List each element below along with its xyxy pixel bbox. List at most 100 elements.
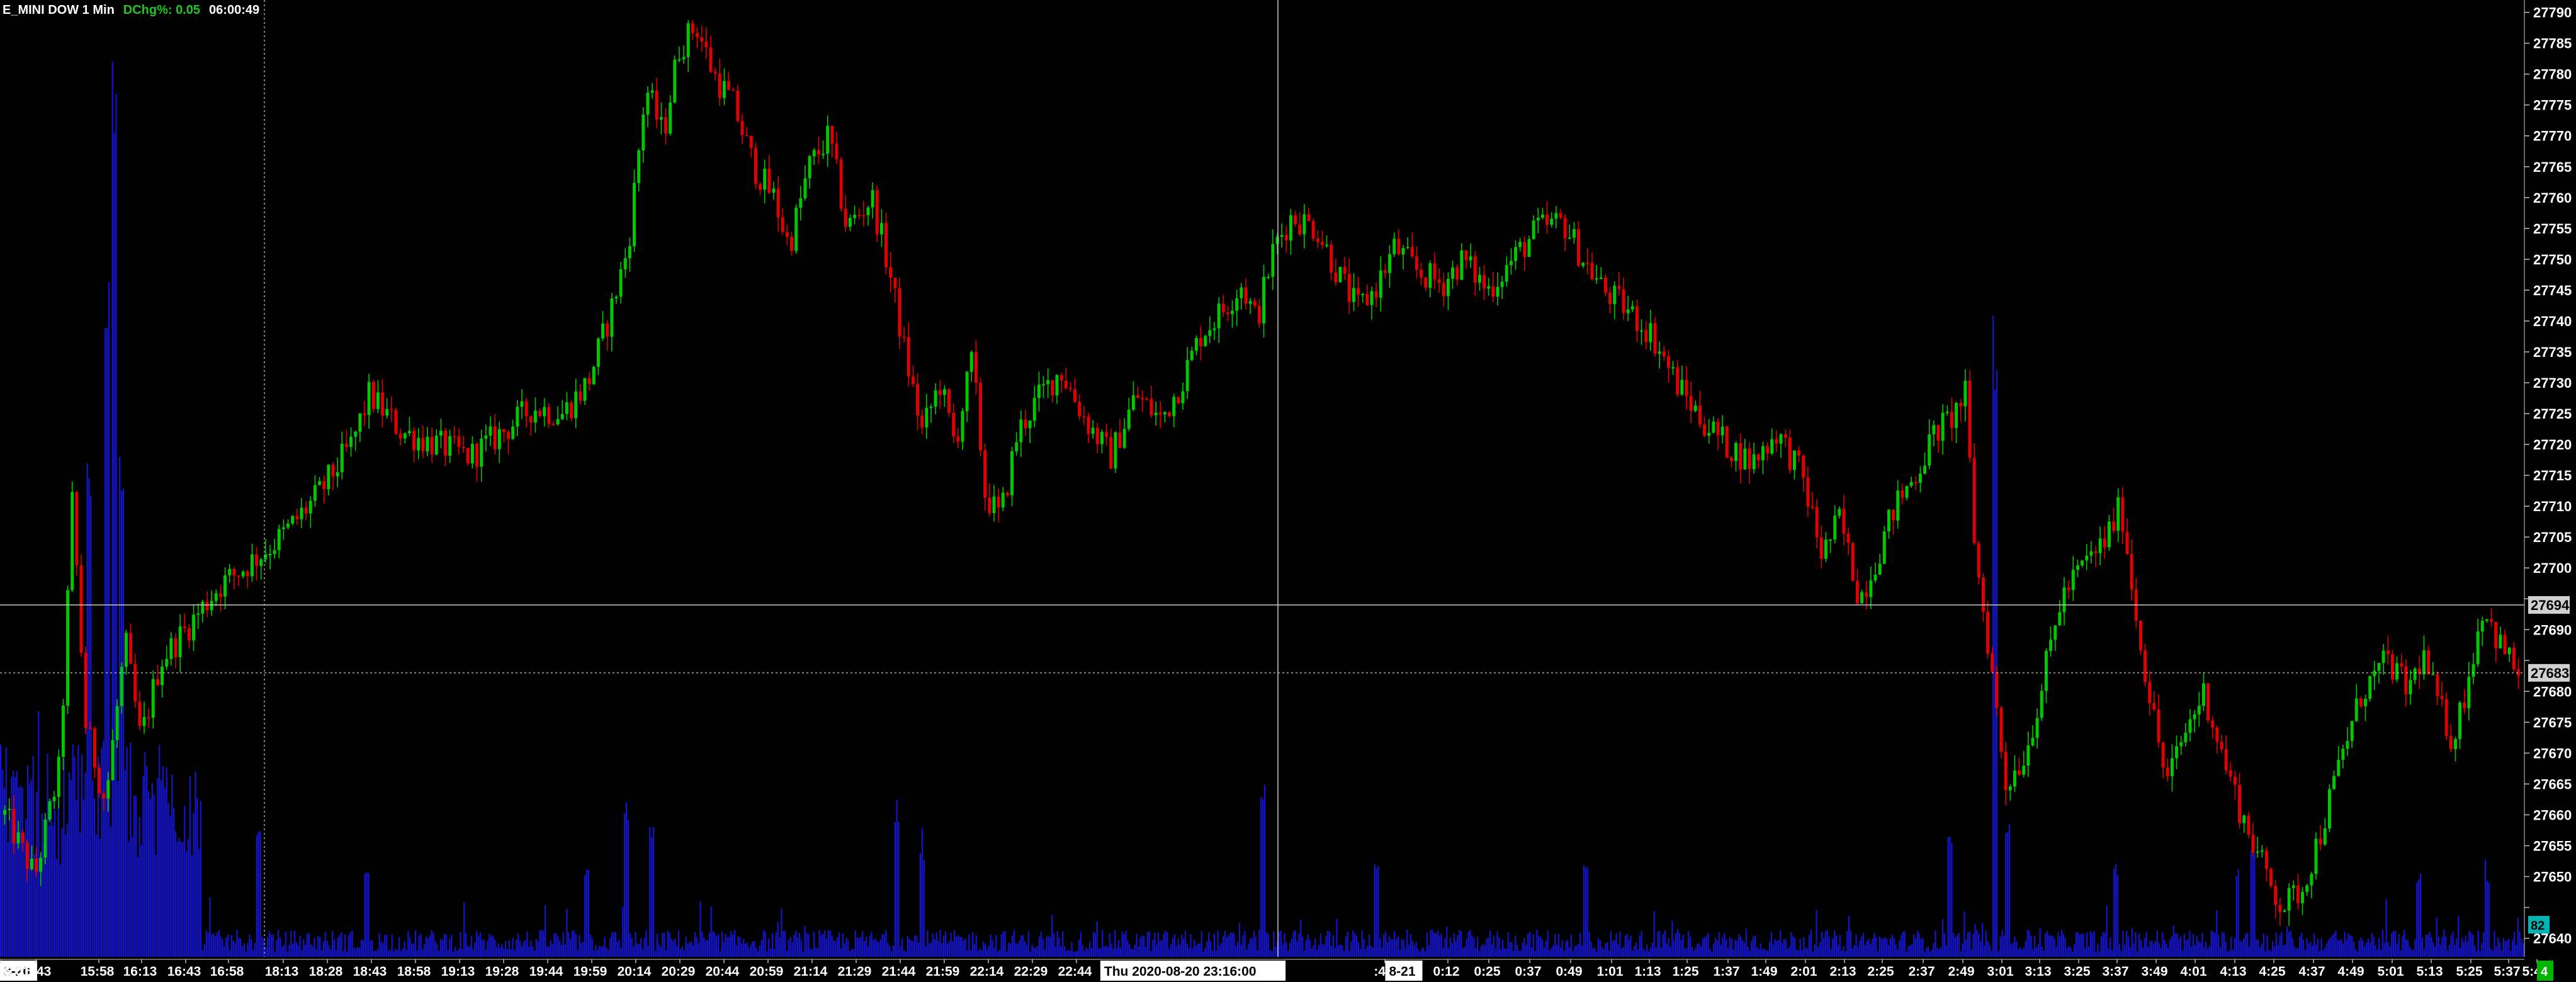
volume-bar (2100, 936, 2103, 957)
volume-bar (744, 943, 747, 957)
volume-bar (2068, 945, 2070, 957)
candle-body (102, 793, 106, 799)
volume-bar (1110, 944, 1112, 957)
volume-bar (2308, 943, 2310, 957)
volume-bar (159, 745, 161, 957)
volume-bar (1682, 935, 1684, 957)
volume-bar (2329, 937, 2331, 957)
volume-bar (405, 949, 407, 957)
candle-body (2503, 635, 2507, 655)
candle-body (1500, 281, 1504, 287)
volume-bar (1727, 947, 1729, 957)
candle-body (493, 426, 497, 449)
candle-body (133, 663, 137, 702)
volume-bar (1870, 944, 1872, 957)
volume-bar (1935, 930, 1936, 957)
volume-bar (1532, 934, 1534, 957)
volume-bar (1756, 947, 1758, 957)
volume-bar (286, 951, 288, 957)
volume-bar (1146, 932, 1148, 957)
volume-bar (1855, 934, 1857, 957)
candle-body (205, 601, 209, 611)
volume-bar (1969, 931, 1971, 957)
volume-bar (1866, 940, 1868, 957)
volume-bar (2298, 936, 2301, 957)
candle-body (2081, 560, 2084, 566)
volume-bar (461, 949, 463, 957)
volume-bar (1619, 932, 1621, 957)
volume-bar (1781, 943, 1783, 957)
volume-bar (2206, 949, 2209, 957)
volume-bar (914, 935, 916, 957)
candle-body (1909, 482, 1913, 486)
volume-bar (856, 937, 858, 957)
volume-bar (2338, 940, 2341, 957)
volume-bar (2191, 946, 2193, 957)
candle-body (2116, 497, 2120, 531)
volume-bar (937, 940, 939, 957)
candle-body (942, 389, 946, 395)
volume-bar (2471, 934, 2474, 957)
candle-body (633, 183, 636, 247)
volume-bar (923, 860, 925, 957)
volume-bar (2376, 949, 2378, 957)
volume-bar (1882, 939, 1884, 957)
volume-bar (187, 839, 189, 957)
volume-bar (1129, 944, 1131, 957)
volume-bar (1846, 930, 1848, 957)
volume-bar (1518, 951, 1520, 957)
volume-bar (389, 949, 391, 957)
volume-bar (216, 933, 218, 957)
volume-bar (1453, 933, 1455, 957)
volume-bar (149, 799, 152, 957)
volume-bar (717, 934, 720, 957)
candle-body (1851, 543, 1855, 581)
volume-bar (2427, 935, 2429, 957)
volume-bar (1394, 931, 1396, 957)
volume-bar (1911, 944, 1913, 957)
candle-body (736, 90, 740, 121)
candle-body (2463, 703, 2466, 708)
candle-body (48, 801, 52, 820)
volume-bar (553, 933, 555, 957)
volume-bar (833, 940, 835, 957)
volume-bar (1996, 370, 1998, 957)
candle-body (484, 435, 488, 439)
volume-bar (70, 779, 72, 957)
volume-bar (800, 940, 803, 957)
candle-body (1388, 254, 1392, 273)
volume-bar (1361, 930, 1363, 957)
corner-status-label: 4 (2541, 965, 2548, 979)
volume-bar (1462, 947, 1464, 957)
candle-body (169, 638, 173, 659)
candle-body (2499, 635, 2502, 648)
volume-bar (239, 938, 242, 957)
candle-body (1370, 291, 1374, 305)
volume-bar (1217, 930, 1219, 957)
volume-bar (196, 798, 198, 957)
volume-bar (1987, 940, 1989, 957)
volume-bar (714, 933, 716, 957)
volume-bar (2113, 868, 2115, 957)
volume-bar (14, 777, 16, 957)
volume-bar (1395, 939, 1398, 957)
volume-bar (2082, 934, 2084, 957)
candle-body (1168, 412, 1172, 416)
volume-bar (2010, 944, 2012, 957)
candle-body (1950, 412, 1953, 428)
volume-bar (2333, 934, 2335, 957)
volume-bar (1368, 934, 1370, 957)
volume-bar (1857, 947, 1859, 957)
volume-bar (2456, 938, 2458, 957)
volume-bar (395, 948, 397, 957)
volume-bar (1534, 951, 1536, 957)
volume-bar (2454, 944, 2456, 957)
volume-bar (1448, 948, 1450, 957)
volume-bar (993, 947, 995, 957)
candle-body (772, 188, 776, 193)
volume-bar (108, 282, 110, 957)
volume-bar (2084, 947, 2086, 957)
volume-bar (1958, 933, 1960, 957)
volume-bar (1150, 951, 1152, 957)
